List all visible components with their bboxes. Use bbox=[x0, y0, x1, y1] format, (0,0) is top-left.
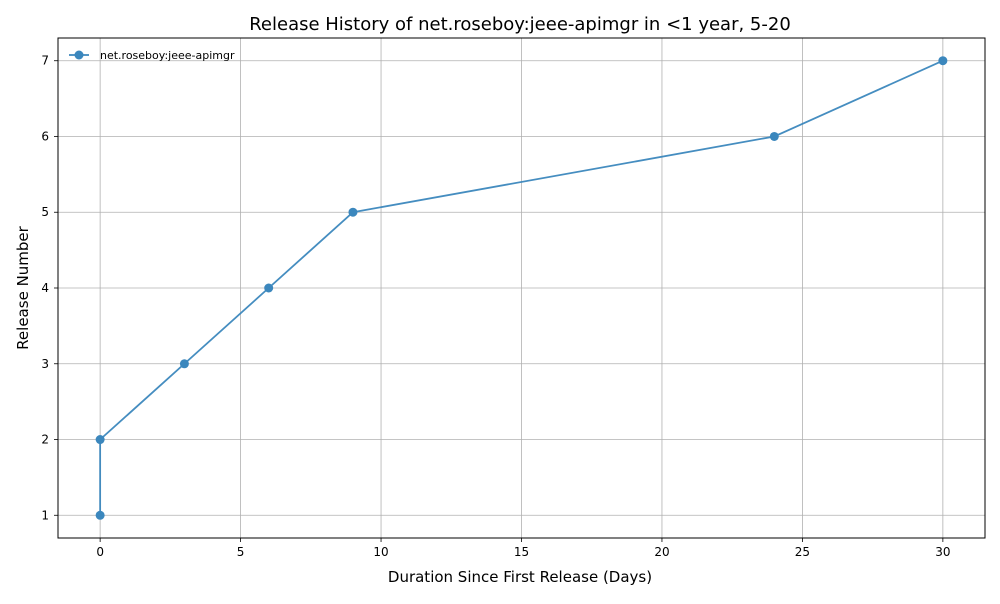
series-layer bbox=[95, 56, 948, 520]
y-tick-label: 3 bbox=[41, 357, 49, 371]
grid-lines bbox=[58, 38, 985, 538]
y-tick-label: 7 bbox=[41, 54, 49, 68]
legend-marker-swatch bbox=[74, 50, 84, 60]
y-axis-label: Release Number bbox=[14, 225, 32, 349]
legend: net.roseboy:jeee-apimgr bbox=[69, 49, 235, 62]
chart-title: Release History of net.roseboy:jeee-apim… bbox=[249, 14, 791, 35]
x-tick-label: 0 bbox=[96, 545, 104, 559]
x-tick-label: 20 bbox=[654, 545, 669, 559]
y-tick-label: 5 bbox=[41, 205, 49, 219]
x-tick-label: 15 bbox=[514, 545, 529, 559]
x-tick-label: 25 bbox=[795, 545, 810, 559]
axis-ticks: 0 5 10 15 20 25 30 1 2 3 4 5 6 7 bbox=[41, 54, 950, 559]
data-point bbox=[769, 131, 779, 141]
legend-label: net.roseboy:jeee-apimgr bbox=[100, 49, 235, 62]
data-point bbox=[264, 283, 274, 293]
y-tick-label: 4 bbox=[41, 281, 49, 295]
y-tick-label: 6 bbox=[41, 129, 49, 143]
y-tick-label: 2 bbox=[41, 433, 49, 447]
data-point bbox=[95, 435, 105, 445]
x-tick-label: 30 bbox=[935, 545, 950, 559]
data-point bbox=[179, 359, 189, 369]
data-point bbox=[938, 56, 948, 66]
data-point bbox=[348, 207, 358, 217]
x-tick-label: 5 bbox=[237, 545, 245, 559]
data-point bbox=[95, 510, 105, 520]
y-tick-label: 1 bbox=[41, 508, 49, 522]
x-tick-label: 10 bbox=[373, 545, 388, 559]
x-axis-label: Duration Since First Release (Days) bbox=[388, 568, 652, 586]
